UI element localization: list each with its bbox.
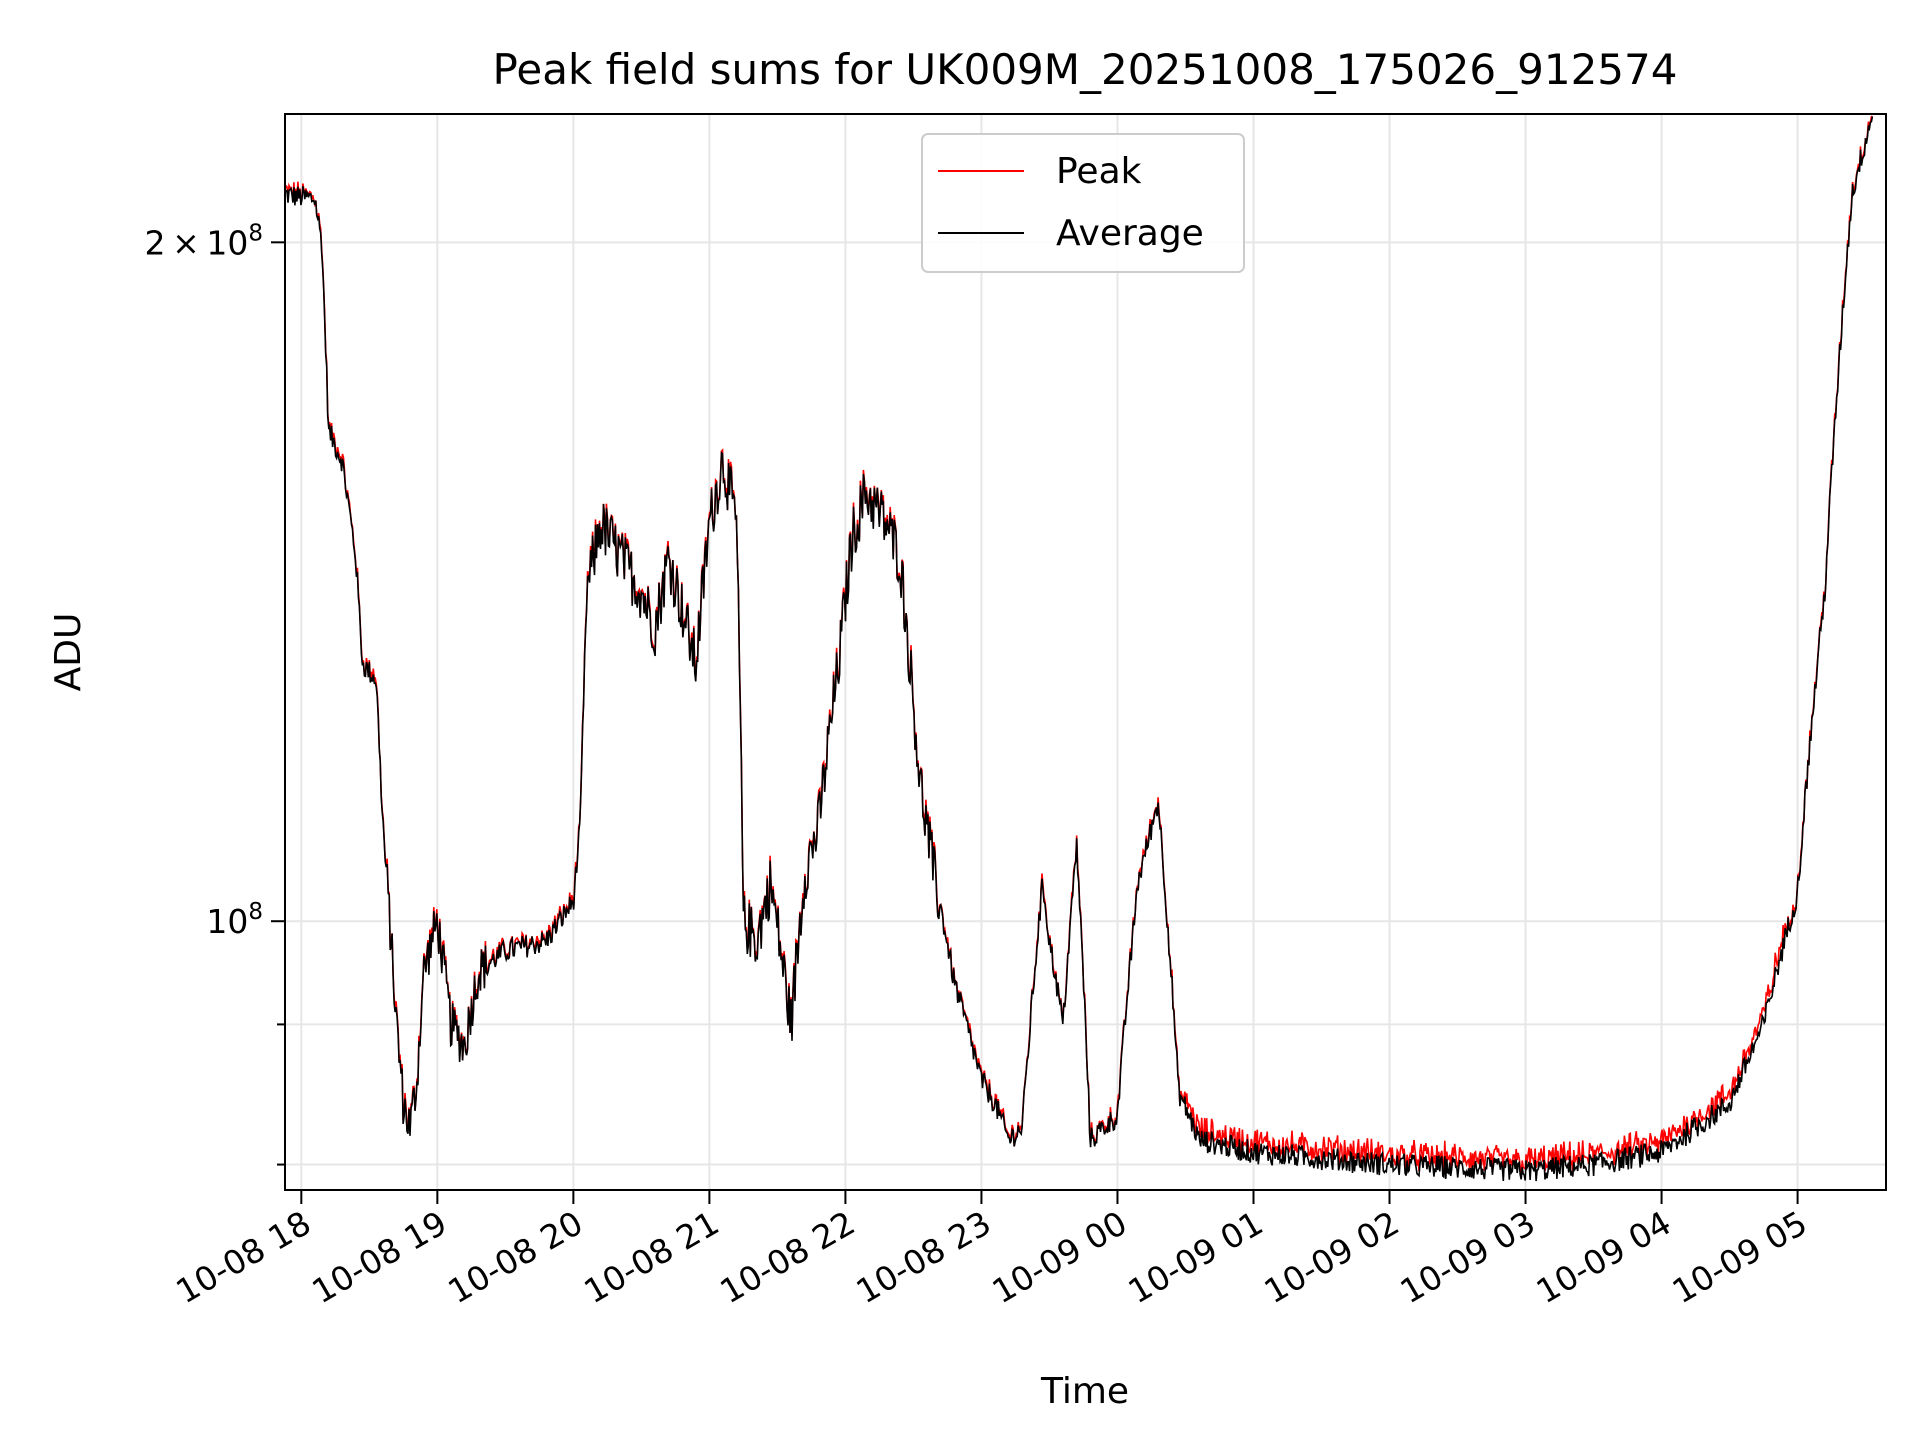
x-tick-label: 10-09 01 [1121, 1203, 1269, 1311]
x-tick-label: 10-09 05 [1666, 1203, 1814, 1311]
series-line-peak [284, 115, 1873, 1175]
x-tick-label: 10-08 22 [713, 1203, 861, 1311]
x-tick-label: 10-08 20 [441, 1203, 589, 1311]
y-axis-label: ADU [48, 613, 89, 692]
x-tick-label: 10-09 00 [985, 1203, 1133, 1311]
legend-label-peak: Peak [1056, 151, 1142, 192]
x-tick-label: 10-08 21 [577, 1203, 725, 1311]
legend-label-average: Average [1056, 213, 1204, 254]
x-tick-label: 10-09 03 [1394, 1203, 1542, 1311]
chart-title: Peak field sums for UK009M_20251008_1750… [493, 45, 1678, 94]
series-lines [284, 115, 1874, 1182]
x-tick-label: 10-09 02 [1258, 1203, 1406, 1311]
series-line-average [284, 116, 1874, 1182]
axes-frame [284, 113, 1887, 1191]
legend: Peak Average [921, 133, 1245, 273]
x-tick-label: 10-09 04 [1530, 1203, 1678, 1311]
y-tick-label: 2 × 108 [145, 220, 263, 262]
legend-box [921, 133, 1245, 273]
x-tick-label: 10-08 18 [169, 1203, 317, 1311]
y-tick-label: 108 [206, 899, 263, 941]
x-tick-label: 10-08 23 [849, 1203, 997, 1311]
x-axis-label: Time [1040, 1371, 1129, 1412]
x-tick-label: 10-08 19 [305, 1203, 453, 1311]
